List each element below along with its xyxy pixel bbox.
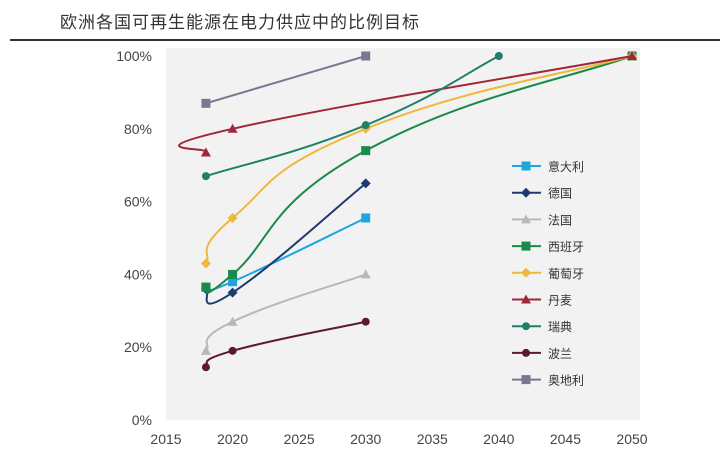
legend-marker [521, 375, 531, 385]
data-point-triangle [227, 123, 238, 133]
x-tick-label: 2040 [483, 431, 514, 447]
data-point-circle [228, 346, 237, 355]
x-tick-label: 2050 [616, 431, 647, 447]
data-point-square [228, 277, 238, 287]
data-point-triangle [200, 345, 211, 355]
legend-label: 奥地利 [548, 374, 584, 388]
y-tick-label: 20% [124, 339, 152, 355]
legend-marker [521, 267, 531, 278]
data-point-circle [201, 363, 210, 372]
data-point-triangle [200, 147, 211, 157]
legend-marker [521, 241, 531, 251]
series-line-5 [205, 55, 633, 264]
data-point-square [361, 213, 371, 223]
series-line-6 [178, 55, 633, 154]
data-point-square [201, 98, 211, 108]
legend-marker [521, 161, 531, 171]
data-point-square [201, 282, 211, 292]
x-tick-label: 2035 [417, 431, 448, 447]
legend-label: 瑞典 [548, 320, 572, 334]
chart-title: 欧洲各国可再生能源在电力供应中的比例目标 [60, 13, 420, 33]
x-tick-label: 2015 [150, 431, 181, 447]
data-point-circle [201, 172, 210, 181]
legend-marker [521, 187, 531, 198]
plot-area [166, 48, 640, 420]
data-point-diamond [200, 258, 211, 269]
data-point-diamond [360, 178, 371, 189]
series-line-3 [205, 273, 367, 352]
legend-label: 葡萄牙 [548, 267, 584, 281]
legend-label: 法国 [548, 213, 572, 227]
y-tick-label: 80% [124, 121, 152, 137]
legend-marker [521, 214, 531, 224]
legend-label: 西班牙 [548, 240, 584, 254]
y-tick-label: 100% [116, 48, 152, 64]
y-tick-label: 60% [124, 194, 152, 210]
data-point-circle [494, 52, 503, 60]
data-point-triangle [360, 269, 371, 279]
x-tick-label: 2045 [550, 431, 581, 447]
x-tick-label: 2030 [350, 431, 381, 447]
data-point-diamond [227, 287, 238, 298]
y-tick-label: 40% [124, 266, 152, 282]
series-line-9 [205, 55, 366, 105]
data-point-diamond [227, 212, 238, 223]
data-point-square [228, 269, 238, 279]
series-line-2 [205, 182, 367, 305]
data-point-triangle [627, 51, 637, 60]
legend-marker [522, 322, 530, 331]
legend-label: 波兰 [548, 347, 572, 361]
y-tick-label: 0% [132, 412, 152, 428]
series-line-4 [205, 55, 633, 294]
legend-marker [522, 348, 530, 357]
legend-label: 德国 [548, 186, 572, 201]
data-point-triangle [227, 316, 238, 326]
legend-marker [521, 294, 531, 304]
data-point-square [361, 51, 371, 61]
title-rule [10, 39, 720, 41]
data-point-circle [361, 317, 370, 326]
x-tick-label: 2020 [217, 431, 248, 447]
legend-label: 丹麦 [548, 294, 572, 308]
legend-label: 意大利 [548, 159, 584, 174]
data-point-square [361, 146, 371, 156]
x-tick-label: 2025 [284, 431, 315, 447]
data-point-circle [361, 121, 370, 130]
